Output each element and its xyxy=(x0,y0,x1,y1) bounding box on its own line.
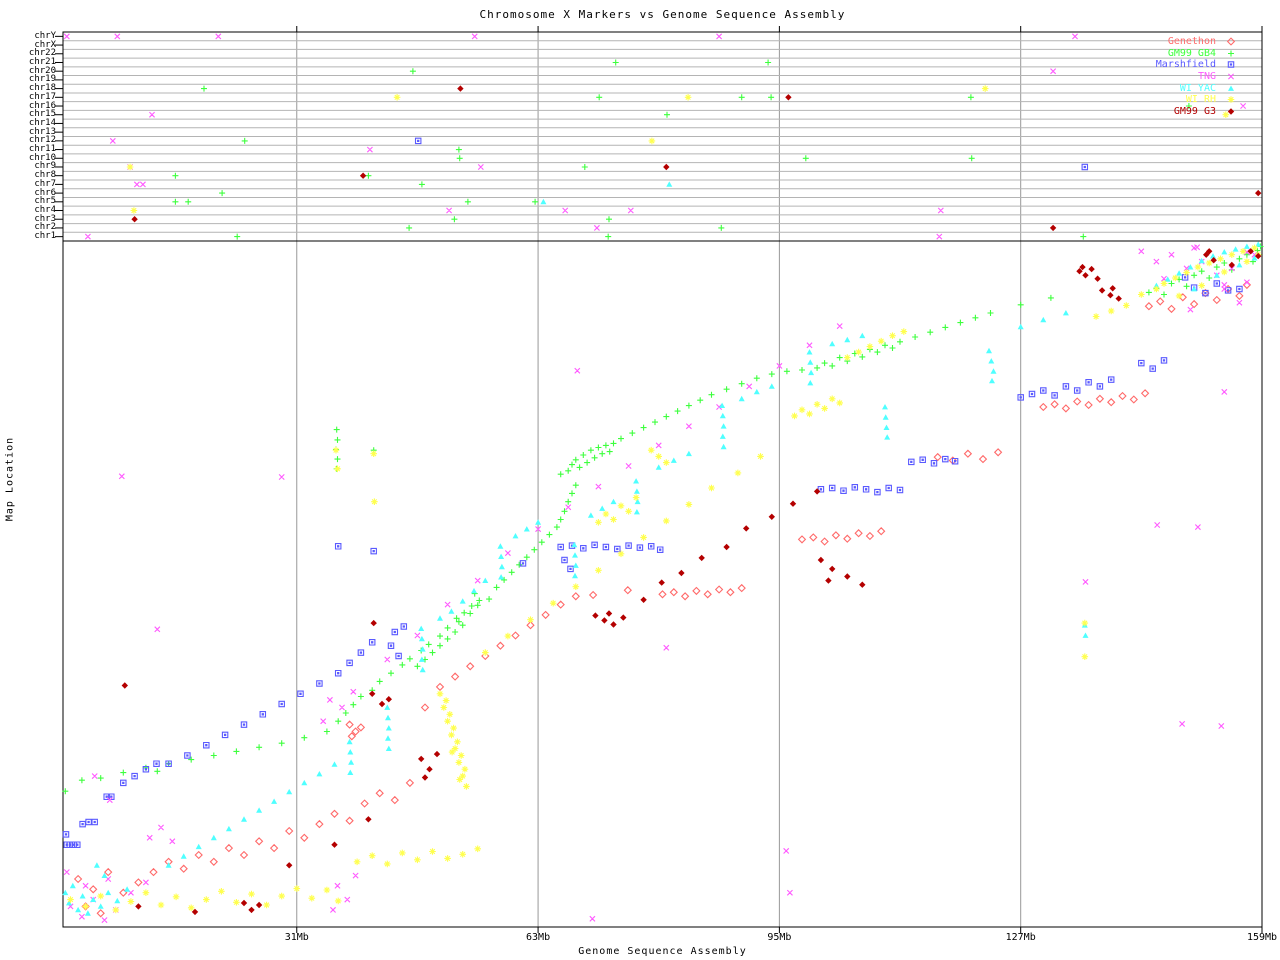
legend: Genethon GM99 GB4 Marshfield TNG WI YAC WI RH… xyxy=(1090,36,1240,117)
series-gm99-g3-points xyxy=(121,85,1262,916)
legend-label: WI RH xyxy=(1185,94,1216,106)
y-row-label-chr17: chr17 xyxy=(28,91,56,102)
legend-item-gm99-g3: GM99 G3 xyxy=(1090,106,1240,118)
y-row-label-chr11: chr11 xyxy=(28,144,56,155)
cross-icon xyxy=(1228,73,1234,80)
y-row-label-chr2: chr2 xyxy=(34,222,56,233)
x-tick-label-95Mb: 95Mb xyxy=(767,932,792,943)
star-icon xyxy=(1227,96,1235,104)
y-row-label-chr7: chr7 xyxy=(34,178,56,189)
filled-diamond-icon xyxy=(1227,108,1235,115)
y-axis-label: Map Location xyxy=(4,436,16,522)
series-wi-rh-points xyxy=(67,85,1262,914)
chart-title: Chromosome X Markers vs Genome Sequence … xyxy=(479,8,846,21)
y-row-label-chr5: chr5 xyxy=(34,196,56,207)
y-row-label-chr6: chr6 xyxy=(34,187,56,198)
legend-label: GM99 G3 xyxy=(1173,105,1216,117)
legend-item-wi-rh: WI RH xyxy=(1090,94,1240,106)
legend-item-marshfield: Marshfield xyxy=(1090,59,1240,71)
plus-icon xyxy=(1228,50,1234,57)
series-wi-yac-points xyxy=(62,181,1262,916)
y-row-label-chr16: chr16 xyxy=(28,100,56,111)
y-row-label-chr9: chr9 xyxy=(34,161,56,172)
y-row-label-chr4: chr4 xyxy=(34,205,56,216)
y-row-label-chr21: chr21 xyxy=(28,56,56,67)
y-row-label-chr19: chr19 xyxy=(28,74,56,85)
series-gm99-gb4-points xyxy=(62,59,1264,795)
y-row-label-chrX: chrX xyxy=(34,39,56,50)
y-row-label-chr14: chr14 xyxy=(28,117,56,128)
series-genethon-points xyxy=(73,280,1252,918)
y-row-label-chr1: chr1 xyxy=(34,231,56,242)
y-row-label-chr18: chr18 xyxy=(28,83,56,94)
y-row-label-chr13: chr13 xyxy=(28,126,56,137)
legend-label: Genethon xyxy=(1167,36,1216,48)
legend-item-tng: TNG xyxy=(1090,71,1240,83)
y-row-label-chr22: chr22 xyxy=(28,48,56,59)
x-tick-label-63Mb: 63Mb xyxy=(526,932,551,943)
legend-item-wi-yac: WI YAC xyxy=(1090,82,1240,94)
y-row-label-chr8: chr8 xyxy=(34,170,56,181)
y-row-label-chr3: chr3 xyxy=(34,213,56,224)
legend-label: TNG xyxy=(1197,71,1216,83)
open-diamond-icon xyxy=(1226,37,1236,46)
series-tng-points xyxy=(63,33,1258,924)
x-tick-label-159Mb: 159Mb xyxy=(1246,932,1278,943)
triangle-icon xyxy=(1228,85,1234,91)
x-tick-label-31Mb: 31Mb xyxy=(284,932,309,943)
y-row-label-chrY: chrY xyxy=(34,30,56,41)
legend-label: Marshfield xyxy=(1155,59,1216,71)
series-marshfield-points xyxy=(62,137,1243,848)
legend-item-gm99-gb4: GM99 GB4 xyxy=(1090,48,1240,60)
y-row-label-chr15: chr15 xyxy=(28,109,56,120)
legend-item-genethon: Genethon xyxy=(1090,36,1240,48)
plot-border xyxy=(62,31,1263,928)
square-dot-icon xyxy=(1227,61,1235,69)
legend-label: WI YAC xyxy=(1179,82,1216,94)
x-tick-label-127Mb: 127Mb xyxy=(1005,932,1036,943)
y-row-label-chr12: chr12 xyxy=(28,135,56,146)
legend-label: GM99 GB4 xyxy=(1167,47,1216,59)
y-row-label-chr10: chr10 xyxy=(28,152,56,163)
x-axis-label: Genome Sequence Assembly xyxy=(578,946,747,957)
y-row-label-chr20: chr20 xyxy=(28,65,56,76)
